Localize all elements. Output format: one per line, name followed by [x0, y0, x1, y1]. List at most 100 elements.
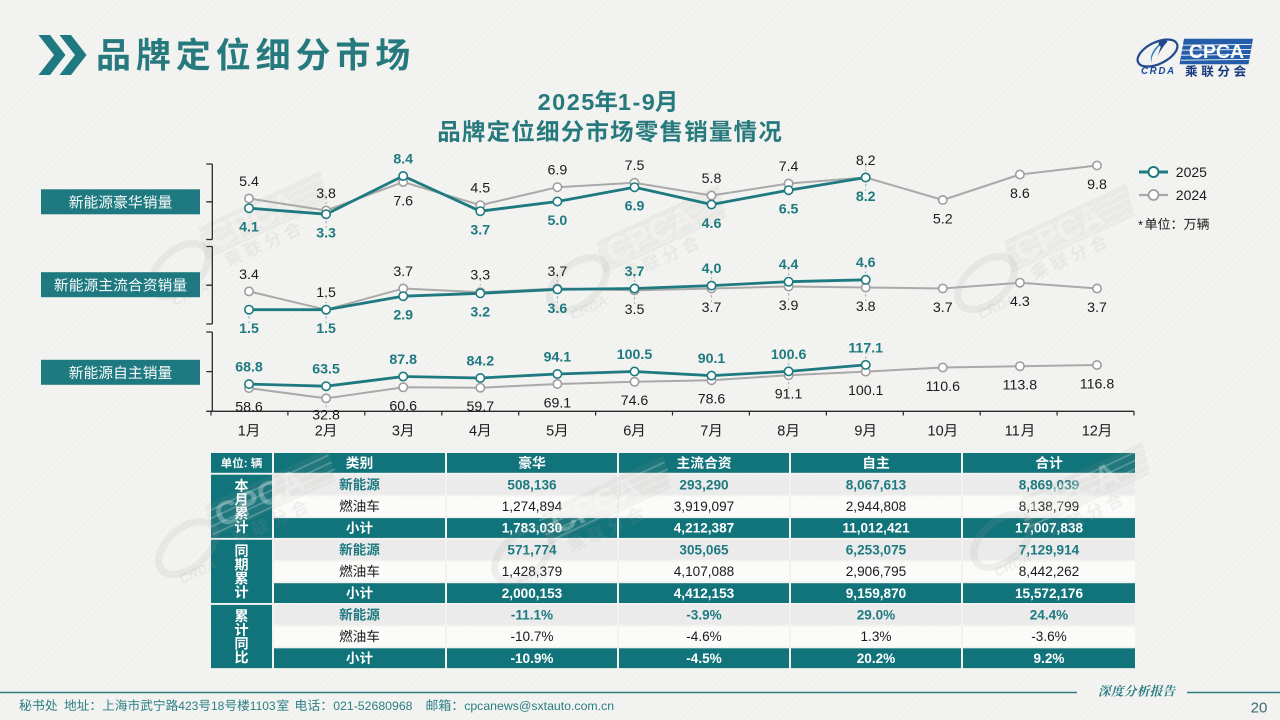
- svg-text:5.2: 5.2: [933, 211, 953, 227]
- svg-text:4.0: 4.0: [702, 261, 722, 277]
- svg-text:2025: 2025: [1176, 164, 1207, 180]
- svg-text:-10.9%: -10.9%: [510, 651, 553, 666]
- svg-text:15,572,176: 15,572,176: [1015, 586, 1083, 601]
- svg-text:3.3: 3.3: [470, 268, 490, 284]
- svg-text:4.5: 4.5: [470, 181, 490, 197]
- svg-text:74.6: 74.6: [621, 393, 649, 409]
- svg-text:11: 11: [1005, 424, 1020, 440]
- svg-text:7,129,914: 7,129,914: [1019, 542, 1080, 557]
- svg-text:9.8: 9.8: [1087, 177, 1107, 193]
- svg-text:3,919,097: 3,919,097: [674, 499, 734, 514]
- svg-text:CRDA: CRDA: [1141, 66, 1176, 77]
- svg-text:CPCA: CPCA: [1189, 41, 1244, 63]
- svg-text:3: 3: [392, 424, 400, 440]
- svg-text:-3.9%: -3.9%: [686, 608, 722, 623]
- svg-text:59.7: 59.7: [466, 399, 494, 415]
- svg-text:32.8: 32.8: [312, 407, 340, 423]
- svg-text:4: 4: [469, 424, 477, 440]
- svg-text:58.6: 58.6: [235, 400, 263, 416]
- svg-text:8.4: 8.4: [393, 151, 413, 167]
- svg-text:3.6: 3.6: [548, 301, 568, 317]
- svg-text:110.6: 110.6: [926, 379, 961, 395]
- svg-text:100.6: 100.6: [771, 347, 807, 363]
- svg-text:4.1: 4.1: [239, 220, 259, 236]
- svg-text:3.7: 3.7: [625, 264, 645, 280]
- svg-text:24.4%: 24.4%: [1030, 608, 1069, 623]
- svg-text:-3.6%: -3.6%: [1031, 629, 1067, 644]
- svg-text:4.3: 4.3: [1010, 294, 1030, 310]
- svg-text:1,428,379: 1,428,379: [502, 564, 562, 579]
- svg-text:2025: 2025: [538, 89, 596, 115]
- svg-text::: :: [244, 458, 248, 470]
- svg-text:3.7: 3.7: [702, 300, 722, 316]
- svg-text:1103: 1103: [250, 699, 276, 713]
- svg-text:3.5: 3.5: [625, 302, 645, 318]
- svg-text:1.5: 1.5: [239, 321, 259, 337]
- svg-text:*: *: [1138, 218, 1143, 233]
- svg-text:2,906,795: 2,906,795: [846, 564, 906, 579]
- svg-text:-4.5%: -4.5%: [686, 651, 722, 666]
- svg-text:3.4: 3.4: [239, 267, 259, 283]
- svg-text:8,067,613: 8,067,613: [846, 477, 907, 492]
- svg-text:69.1: 69.1: [544, 395, 572, 411]
- svg-text:3.7: 3.7: [933, 300, 953, 316]
- svg-text:-4.6%: -4.6%: [686, 629, 722, 644]
- svg-text:84.2: 84.2: [466, 353, 494, 369]
- svg-text:100.1: 100.1: [848, 383, 884, 399]
- svg-text:4,212,387: 4,212,387: [674, 521, 734, 536]
- svg-text:8: 8: [777, 424, 785, 440]
- svg-text:8,442,262: 8,442,262: [1019, 564, 1079, 579]
- svg-text:18: 18: [211, 699, 225, 713]
- svg-text:3.8: 3.8: [856, 299, 876, 315]
- svg-text:7.6: 7.6: [393, 193, 413, 209]
- svg-text:5.4: 5.4: [239, 174, 259, 190]
- svg-text:3.8: 3.8: [316, 186, 336, 202]
- svg-text:4.4: 4.4: [779, 257, 799, 273]
- svg-text:63.5: 63.5: [312, 362, 340, 378]
- svg-text:8,869,039: 8,869,039: [1019, 477, 1080, 492]
- svg-text:5.0: 5.0: [548, 213, 568, 229]
- svg-text:4,412,153: 4,412,153: [674, 586, 735, 601]
- svg-text:1: 1: [238, 424, 246, 440]
- svg-text:423: 423: [178, 699, 198, 713]
- svg-text:8,138,799: 8,138,799: [1019, 499, 1079, 514]
- svg-text:2024: 2024: [1176, 187, 1207, 203]
- svg-text:2,944,808: 2,944,808: [846, 499, 906, 514]
- svg-text:20: 20: [1251, 700, 1268, 717]
- svg-text:7.5: 7.5: [625, 158, 645, 174]
- svg-text:-10.7%: -10.7%: [510, 629, 553, 644]
- svg-text:29.0%: 29.0%: [857, 608, 896, 623]
- svg-text:7.4: 7.4: [779, 159, 799, 175]
- svg-text:8.2: 8.2: [856, 189, 876, 205]
- svg-text:3.3: 3.3: [316, 226, 336, 242]
- svg-text:9.2%: 9.2%: [1034, 651, 1065, 666]
- svg-text:90.1: 90.1: [698, 351, 726, 367]
- svg-text:9,159,870: 9,159,870: [846, 586, 906, 601]
- svg-text:021-52680968: 021-52680968: [333, 699, 412, 713]
- svg-text:11,012,421: 11,012,421: [842, 521, 910, 536]
- svg-text:9: 9: [854, 424, 862, 440]
- svg-text:5: 5: [546, 424, 554, 440]
- svg-text:60.6: 60.6: [389, 399, 417, 415]
- svg-text:116.8: 116.8: [1080, 376, 1115, 392]
- svg-text:cpcanews@sxtauto.com.cn: cpcanews@sxtauto.com.cn: [464, 699, 614, 713]
- svg-text:8.2: 8.2: [856, 153, 876, 169]
- svg-text:1,783,030: 1,783,030: [502, 521, 562, 536]
- svg-text:305,065: 305,065: [679, 542, 729, 557]
- svg-text:1.5: 1.5: [316, 285, 336, 301]
- svg-text:4,107,088: 4,107,088: [674, 564, 734, 579]
- svg-text:117.1: 117.1: [848, 340, 883, 356]
- svg-text:91.1: 91.1: [775, 387, 803, 403]
- svg-text:5.8: 5.8: [702, 171, 722, 187]
- svg-text:7: 7: [700, 424, 708, 440]
- svg-text:6: 6: [623, 424, 631, 440]
- svg-text:-11.1%: -11.1%: [511, 608, 553, 623]
- svg-text:68.8: 68.8: [235, 360, 263, 376]
- svg-text:508,136: 508,136: [507, 477, 557, 492]
- svg-text:87.8: 87.8: [389, 352, 417, 368]
- svg-text:2,000,153: 2,000,153: [502, 586, 563, 601]
- svg-text:6,253,075: 6,253,075: [846, 542, 907, 557]
- svg-text:78.6: 78.6: [698, 392, 726, 408]
- svg-text:3.7: 3.7: [1087, 300, 1107, 316]
- svg-text:1-9: 1-9: [618, 89, 656, 115]
